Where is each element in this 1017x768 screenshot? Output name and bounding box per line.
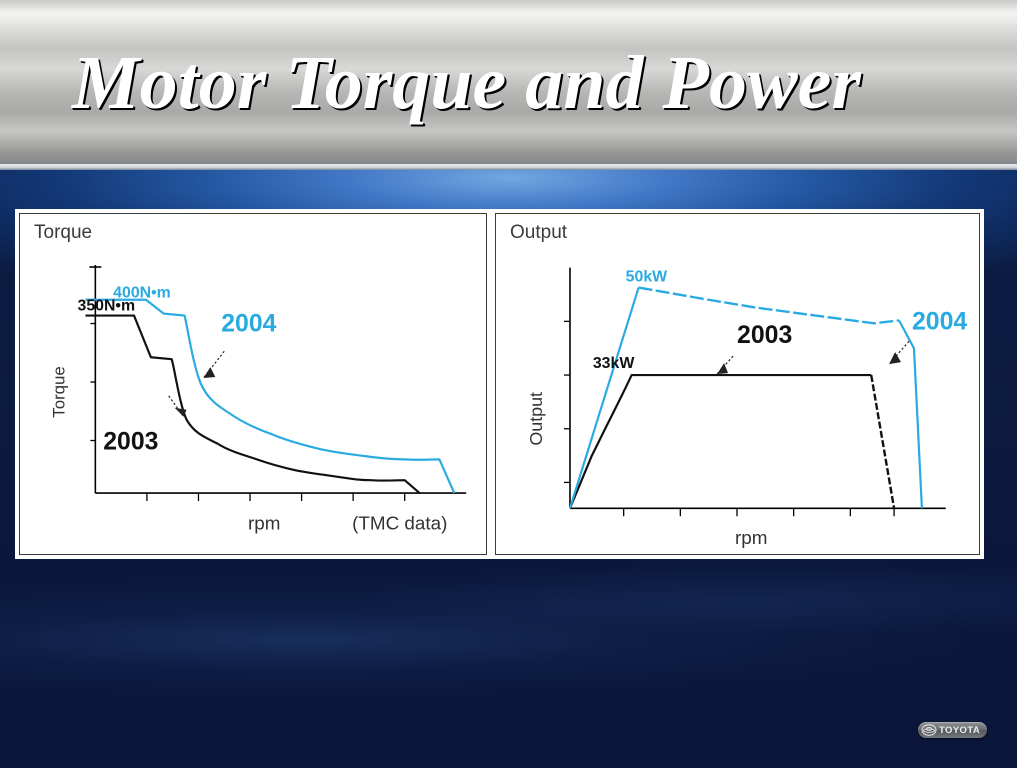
svg-text:rpm: rpm	[248, 513, 280, 534]
svg-text:2003: 2003	[737, 322, 792, 349]
svg-text:Torque: Torque	[50, 366, 69, 418]
svg-text:2004: 2004	[221, 310, 276, 337]
svg-text:400N•m: 400N•m	[113, 285, 171, 302]
svg-text:2004: 2004	[912, 308, 967, 335]
svg-text:2003: 2003	[103, 428, 158, 455]
svg-text:50kW: 50kW	[626, 269, 668, 286]
svg-text:33kW: 33kW	[593, 355, 635, 372]
svg-text:(TMC data): (TMC data)	[352, 513, 447, 534]
svg-text:rpm: rpm	[735, 528, 768, 549]
svg-text:Output: Output	[526, 392, 546, 446]
